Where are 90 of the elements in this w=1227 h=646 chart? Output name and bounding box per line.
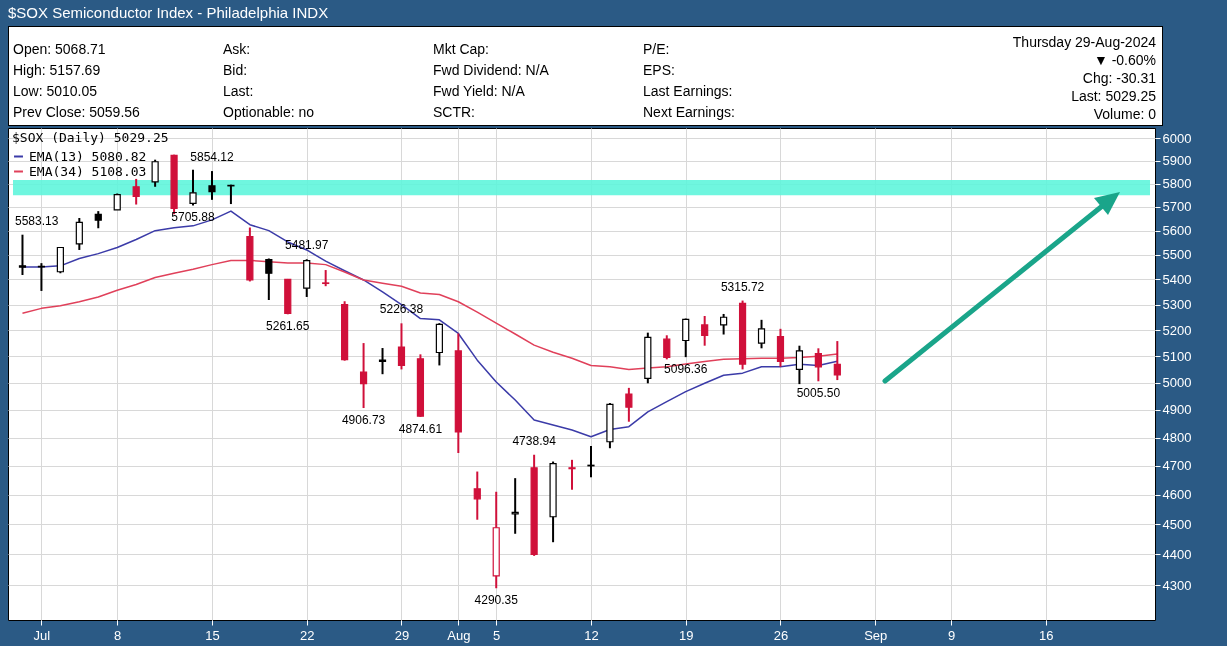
text: Last: 5029.25: [1071, 87, 1156, 105]
text: Prev Close: 5059.56: [13, 103, 141, 122]
candlestick: [359, 342, 368, 410]
text: Ask:: [223, 40, 252, 59]
y-tick-label: 4800: [1162, 430, 1192, 446]
x-tick-label: 9: [947, 627, 956, 643]
text: SCTR:: [433, 103, 476, 122]
candlestick: [378, 347, 387, 376]
candlestick: [833, 340, 841, 382]
candlestick: [189, 168, 197, 207]
candlestick: [795, 344, 804, 386]
y-tick-label: 5700: [1162, 199, 1192, 215]
chart-title: $SOX Semiconductor Index - Philadelphia INDX: [8, 4, 329, 21]
y-tick-label: 6000: [1162, 130, 1192, 146]
y-tick-label: 4600: [1162, 487, 1192, 503]
candlestick: [75, 217, 83, 251]
text: 5005.50: [796, 386, 841, 401]
y-tick-label: 5100: [1162, 348, 1192, 364]
candlestick: [18, 233, 27, 276]
x-tick-label: 8: [114, 627, 122, 643]
y-tick-label: 4400: [1162, 546, 1192, 562]
y-tick-label: 5900: [1162, 153, 1192, 169]
y-tick-label: 5500: [1162, 247, 1192, 263]
text: Open: 5068.71: [13, 40, 107, 59]
text: Fwd Dividend: N/A: [433, 61, 550, 80]
candlestick: [625, 386, 633, 423]
x-tick-label: 15: [205, 627, 220, 643]
text: Mkt Cap:: [433, 40, 490, 59]
x-tick-label: Aug: [447, 627, 471, 643]
text: Bid:: [223, 61, 249, 80]
y-tick-label: 5300: [1162, 297, 1192, 313]
line-series: [21, 259, 839, 371]
text: 4906.73: [341, 413, 386, 428]
text: Last:: [223, 82, 255, 101]
text: 5315.72: [720, 279, 765, 294]
y-tick-label: 5000: [1162, 375, 1192, 391]
text: 5854.12: [190, 150, 234, 165]
y-tick-label: 4500: [1162, 516, 1192, 532]
text: 5583.13: [14, 213, 59, 228]
text: 4290.35: [474, 593, 518, 608]
candlestick: [757, 318, 766, 350]
x-tick-label: Jul: [33, 627, 51, 643]
text: 4874.61: [398, 421, 443, 436]
text: P/E:: [643, 40, 671, 59]
x-tick-label: 16: [1039, 627, 1054, 643]
candlestick: [397, 322, 406, 371]
candlestick: [663, 334, 671, 361]
candlestick: [208, 170, 216, 201]
text: Volume: 0: [1093, 105, 1156, 123]
text: Next Earnings:: [643, 103, 736, 122]
x-tick-label: 19: [678, 627, 694, 643]
candlestick: [227, 183, 235, 206]
x-tick-label: 26: [773, 627, 789, 643]
text: Optionable: no: [223, 103, 316, 122]
y-tick-label: 4700: [1162, 458, 1192, 474]
candlestick: [568, 458, 576, 491]
text: Thursday 29-Aug-2024: [1012, 33, 1156, 51]
text: Low: 5010.05: [13, 82, 99, 101]
text: 5261.65: [266, 319, 310, 334]
x-tick-label: 22: [299, 627, 315, 643]
text: Fwd Yield: N/A: [433, 82, 526, 101]
text: Last Earnings:: [643, 82, 734, 101]
x-tick-label: 5: [493, 627, 501, 643]
legend-title: $SOX (Daily) 5029.25: [12, 130, 169, 145]
text: ▼ -0.60%: [1093, 51, 1156, 69]
legend-label: EMA(13) 5080.82: [29, 148, 147, 164]
text: 5705.88: [171, 210, 215, 225]
y-tick-label: 5200: [1162, 322, 1192, 338]
candlestick: [814, 347, 822, 383]
candlestick: [720, 312, 728, 336]
text: Chg: -30.31: [1082, 69, 1156, 87]
y-tick-label: 4900: [1162, 402, 1192, 418]
legend-label: EMA(34) 5108.03: [29, 163, 147, 179]
text: High: 5157.69: [13, 61, 102, 80]
text: 4738.94: [512, 433, 556, 448]
candlestick: [701, 314, 709, 347]
candlestick: [151, 158, 159, 188]
y-tick-label: 5600: [1162, 223, 1192, 239]
candlestick: [132, 177, 140, 206]
candlestick: [473, 470, 481, 521]
y-tick-label: 4300: [1162, 577, 1192, 593]
x-tick-label: 29: [394, 627, 410, 643]
candlestick: [682, 317, 690, 359]
text: EPS:: [643, 61, 676, 80]
y-tick-label: 5400: [1162, 271, 1192, 287]
y-tick-label: 5800: [1162, 176, 1192, 192]
x-tick-label: 12: [584, 627, 599, 643]
text: 5096.36: [664, 362, 708, 377]
candlestick: [265, 257, 273, 301]
x-tick-label: Sep: [864, 627, 888, 643]
